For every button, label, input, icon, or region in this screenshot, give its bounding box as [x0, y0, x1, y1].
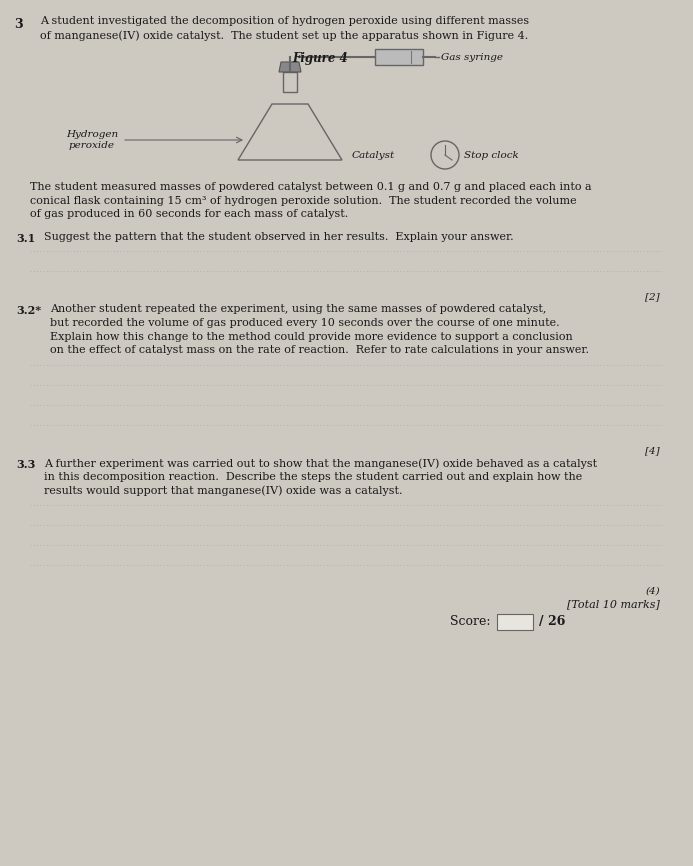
Text: on the effect of catalyst mass on the rate of reaction.  Refer to rate calculati: on the effect of catalyst mass on the ra… [50, 345, 589, 355]
Text: conical flask containing 15 cm³ of hydrogen peroxide solution.  The student reco: conical flask containing 15 cm³ of hydro… [30, 196, 577, 205]
Text: of gas produced in 60 seconds for each mass of catalyst.: of gas produced in 60 seconds for each m… [30, 209, 349, 219]
Text: Explain how this change to the method could provide more evidence to support a c: Explain how this change to the method co… [50, 332, 572, 341]
Bar [375, 49, 423, 65]
Text: The student measured masses of powdered catalyst between 0.1 g and 0.7 g and pla: The student measured masses of powdered … [30, 182, 592, 192]
Text: Suggest the pattern that the student observed in her results.  Explain your answ: Suggest the pattern that the student obs… [44, 232, 514, 242]
Text: 3: 3 [14, 18, 23, 31]
Text: Gas syringe: Gas syringe [441, 53, 503, 61]
Text: [4]: [4] [645, 447, 660, 456]
Text: (4): (4) [645, 587, 660, 596]
Text: results would support that manganese(IV) oxide was a catalyst.: results would support that manganese(IV)… [44, 486, 403, 496]
Text: 3.2*: 3.2* [16, 305, 41, 315]
Text: Another student repeated the experiment, using the same masses of powdered catal: Another student repeated the experiment,… [50, 305, 546, 314]
Bar [283, 72, 297, 92]
Polygon shape [279, 62, 301, 72]
Text: / 26: / 26 [539, 615, 565, 628]
Text: Score:: Score: [450, 615, 491, 628]
Text: 3.3: 3.3 [16, 458, 35, 469]
Text: but recorded the volume of gas produced every 10 seconds over the course of one : but recorded the volume of gas produced … [50, 318, 560, 328]
Text: [Total 10 marks]: [Total 10 marks] [567, 599, 660, 609]
Text: Catalyst: Catalyst [352, 151, 395, 159]
Text: [2]: [2] [645, 293, 660, 301]
Bar [497, 614, 533, 630]
Text: Stop clock: Stop clock [464, 151, 519, 159]
Text: A student investigated the decomposition of hydrogen peroxide using different ma: A student investigated the decomposition… [40, 16, 529, 26]
Text: of manganese(IV) oxide catalyst.  The student set up the apparatus shown in Figu: of manganese(IV) oxide catalyst. The stu… [40, 30, 528, 41]
Text: Figure 4: Figure 4 [292, 52, 348, 65]
Text: Hydrogen
peroxide: Hydrogen peroxide [66, 130, 118, 150]
Text: A further experiment was carried out to show that the manganese(IV) oxide behave: A further experiment was carried out to … [44, 458, 597, 469]
Text: 3.1: 3.1 [16, 232, 35, 243]
Text: in this decomposition reaction.  Describe the steps the student carried out and : in this decomposition reaction. Describe… [44, 472, 582, 482]
